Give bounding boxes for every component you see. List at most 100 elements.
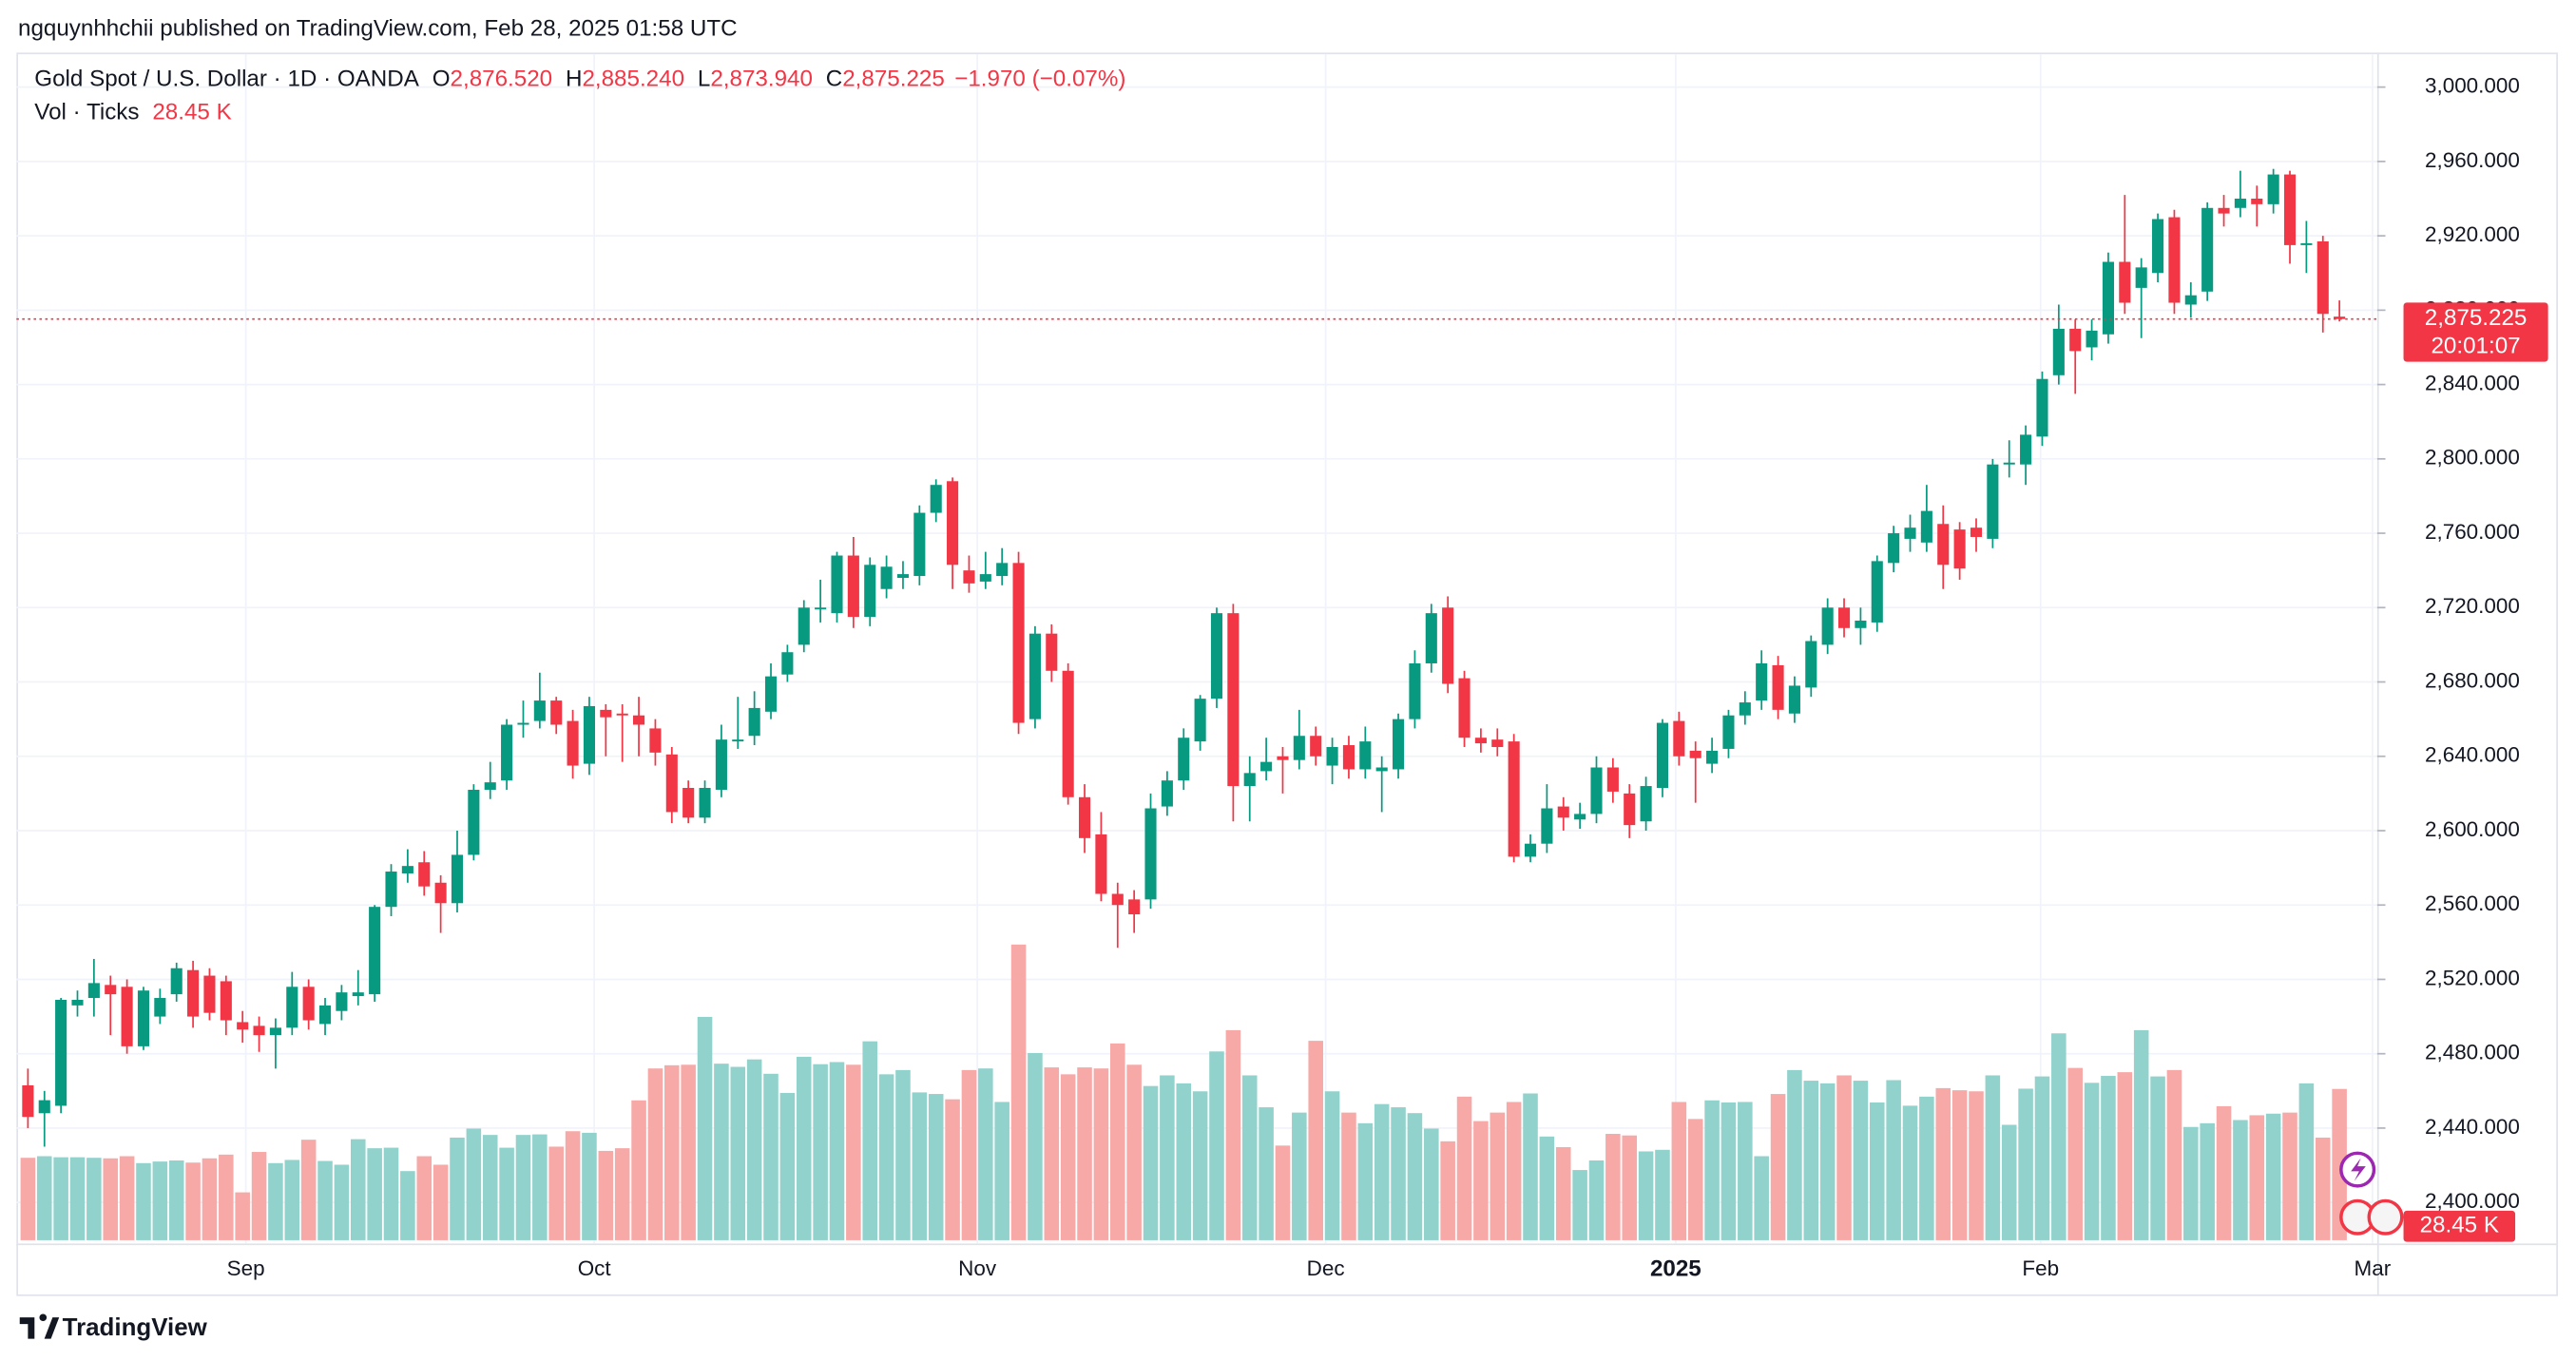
volume-bar	[168, 1160, 184, 1240]
candle-body	[1920, 510, 1932, 543]
candle-body	[682, 788, 695, 818]
volume-bar	[2117, 1072, 2133, 1240]
candle-body	[1541, 808, 1553, 844]
lightning	[2351, 1158, 2366, 1181]
volume-bar	[1241, 1075, 1258, 1240]
icon-flag[interactable]	[2367, 1198, 2404, 1236]
volume-bar	[185, 1162, 201, 1240]
volume-bar	[466, 1128, 482, 1240]
candle-body	[105, 985, 117, 995]
candle-body	[1310, 736, 1322, 757]
volume-bar	[1044, 1067, 1060, 1240]
candle-body	[401, 866, 413, 873]
volume-legend: Vol · Ticks 28.45 K	[34, 100, 231, 125]
volume-bar	[2101, 1076, 2116, 1240]
volume-bar	[317, 1160, 333, 1240]
volume-bar	[730, 1066, 746, 1240]
volume-bar	[813, 1064, 828, 1240]
volume-pane	[20, 944, 2347, 1240]
volume-bar	[2001, 1124, 2017, 1240]
candle-body	[583, 705, 595, 764]
candle-body	[2334, 316, 2346, 319]
volume-bar	[697, 1016, 713, 1240]
candle-body	[87, 983, 100, 999]
candle-body	[913, 512, 926, 577]
candle-body	[880, 566, 893, 589]
volume-bar	[334, 1164, 350, 1240]
candle-body	[2003, 462, 2015, 465]
candle-body	[864, 565, 876, 618]
candle-body	[2201, 207, 2214, 292]
candle-body	[1243, 773, 1256, 787]
candle-body	[1491, 739, 1504, 747]
candle-body	[1524, 843, 1537, 857]
change-value: −1.970 (−0.07%)	[954, 67, 1125, 92]
volume-bar	[367, 1148, 382, 1240]
candle-body	[1210, 613, 1223, 700]
candle-body	[517, 722, 529, 725]
volume-bar	[961, 1069, 977, 1240]
candle-body	[2283, 174, 2297, 245]
candle-body	[170, 968, 183, 995]
volume-bar	[1902, 1105, 1918, 1240]
volume-bar	[1985, 1075, 2001, 1240]
volume-bar	[1308, 1041, 1323, 1240]
volume-bar	[1836, 1075, 1852, 1240]
x-tick-label: Dec	[1307, 1256, 1345, 1280]
ohlc-value: 2,876.520	[451, 67, 553, 92]
candle-body	[501, 724, 513, 781]
volume-bar	[796, 1056, 812, 1240]
volume-bar	[69, 1157, 86, 1240]
candle-body	[38, 1100, 50, 1114]
volume-badge	[2403, 1210, 2516, 1242]
candle-body	[781, 652, 794, 675]
volume-bar	[994, 1102, 1009, 1240]
candle-body	[1458, 678, 1471, 738]
volume-bar	[548, 1146, 564, 1240]
candle-body	[1095, 834, 1107, 894]
candle-body	[2069, 328, 2082, 352]
volume-bar	[2183, 1126, 2199, 1240]
candle-body	[22, 1084, 34, 1118]
logo-mark	[19, 1313, 60, 1339]
volume-bar	[1819, 1083, 1836, 1240]
volume-bar	[1456, 1096, 1472, 1240]
volume-value: 28.45 K	[152, 100, 231, 125]
volume-bar	[219, 1154, 234, 1240]
volume-bar	[1738, 1102, 1753, 1240]
volume-bar	[235, 1192, 250, 1240]
candle-body	[1805, 641, 1817, 688]
candle-body	[979, 574, 991, 582]
y-tick-label: 2,920.000	[2425, 222, 2520, 246]
ohlc-key: L	[698, 67, 710, 92]
candle-body	[567, 720, 579, 766]
volume-bar	[152, 1161, 168, 1240]
volume-bar	[1721, 1102, 1737, 1240]
volume-bar	[1473, 1121, 1489, 1240]
candle-body	[1606, 767, 1619, 792]
candle-body	[2020, 434, 2032, 465]
volume-bar	[1093, 1068, 1109, 1240]
volume-bar	[202, 1158, 218, 1240]
candle-body	[385, 872, 397, 908]
candle-body	[1871, 561, 1883, 623]
candle-body	[1111, 893, 1124, 906]
candle-body	[1161, 780, 1173, 807]
volume-bar	[746, 1059, 762, 1240]
volume-bar	[2018, 1088, 2033, 1240]
volume-bar	[2216, 1105, 2232, 1240]
volume-bar	[2166, 1069, 2182, 1240]
volume-bar	[284, 1160, 300, 1240]
candle-body	[665, 754, 678, 813]
volume-bar	[515, 1135, 531, 1240]
candle-body	[1277, 756, 1289, 760]
volume-bar	[1010, 944, 1027, 1240]
volume-bar	[1803, 1081, 1819, 1240]
candle-body	[2052, 328, 2065, 375]
volume-bar	[1638, 1151, 1654, 1240]
volume-bar	[1704, 1100, 1720, 1240]
x-tick-label: Mar	[2355, 1256, 2392, 1280]
candle-body	[418, 862, 431, 887]
volume-bar	[945, 1099, 960, 1240]
volume-bar	[714, 1064, 729, 1240]
